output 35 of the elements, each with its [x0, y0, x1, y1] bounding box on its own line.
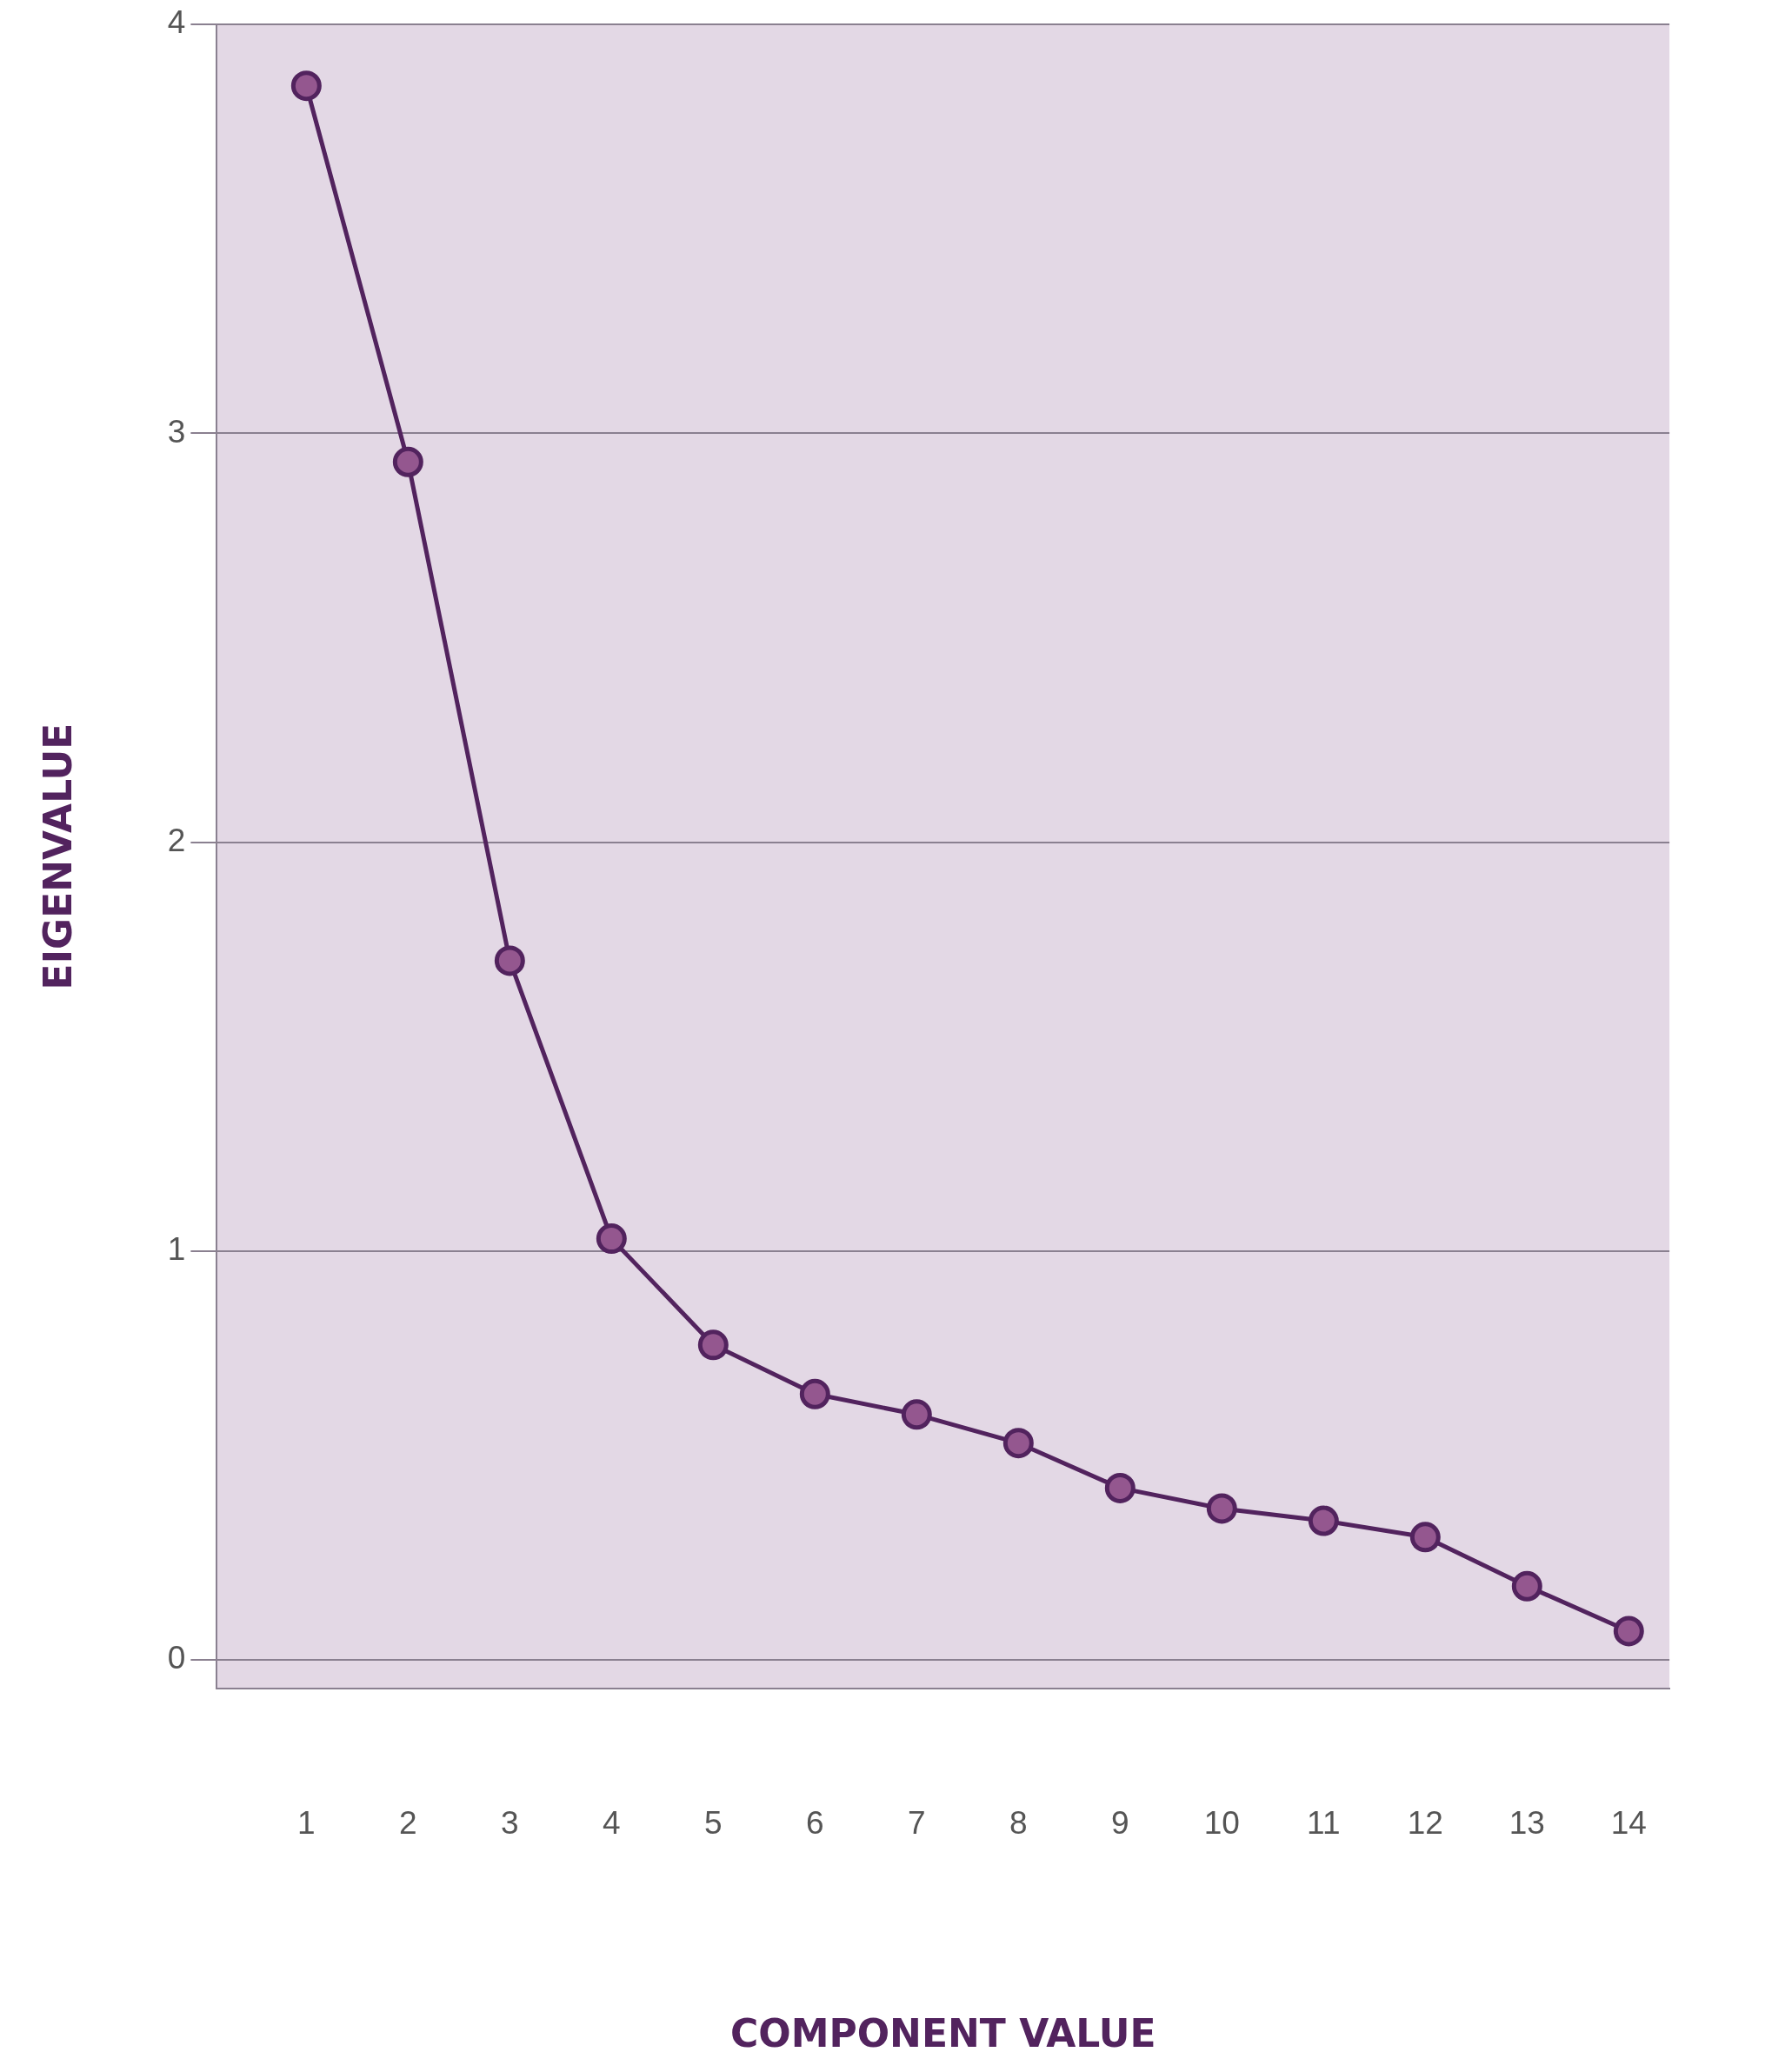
x-tick-label: 3 — [501, 1805, 519, 1842]
x-tick-label: 12 — [1407, 1805, 1443, 1842]
point — [494, 945, 525, 976]
x-tick-label: 2 — [399, 1805, 417, 1842]
x-tick-label: 5 — [704, 1805, 723, 1842]
y-tick-label: 3 — [167, 413, 186, 450]
point — [392, 446, 423, 477]
x-tick-label: 6 — [806, 1805, 824, 1842]
y-tick-label: 0 — [167, 1640, 186, 1676]
x-tick-label: 9 — [1111, 1805, 1129, 1842]
x-tick-label: 13 — [1509, 1805, 1545, 1842]
y-tick-label: 2 — [167, 822, 186, 858]
point — [901, 1399, 932, 1430]
point — [1002, 1428, 1034, 1459]
point — [596, 1223, 627, 1255]
y-tick-label: 1 — [167, 1230, 186, 1267]
point — [1409, 1522, 1441, 1553]
point — [1206, 1493, 1237, 1524]
y-axis-title: EIGENVALUE — [35, 723, 80, 990]
point — [1613, 1616, 1644, 1647]
x-tick-label: 11 — [1307, 1805, 1341, 1842]
x-tick-label: 8 — [1009, 1805, 1028, 1842]
point — [697, 1329, 729, 1361]
point — [290, 70, 322, 102]
x-tick-label: 7 — [908, 1805, 926, 1842]
point — [1308, 1505, 1339, 1536]
point — [1104, 1472, 1136, 1503]
x-tick-label: 1 — [297, 1805, 316, 1842]
y-tick-label: 4 — [167, 4, 186, 41]
point — [1511, 1570, 1542, 1602]
x-tick-label: 10 — [1203, 1805, 1240, 1842]
point — [799, 1378, 830, 1409]
x-axis-title: COMPONENT VALUE — [729, 2011, 1156, 2056]
x-tick-label: 14 — [1610, 1805, 1647, 1842]
x-tick-label: 4 — [603, 1805, 621, 1842]
